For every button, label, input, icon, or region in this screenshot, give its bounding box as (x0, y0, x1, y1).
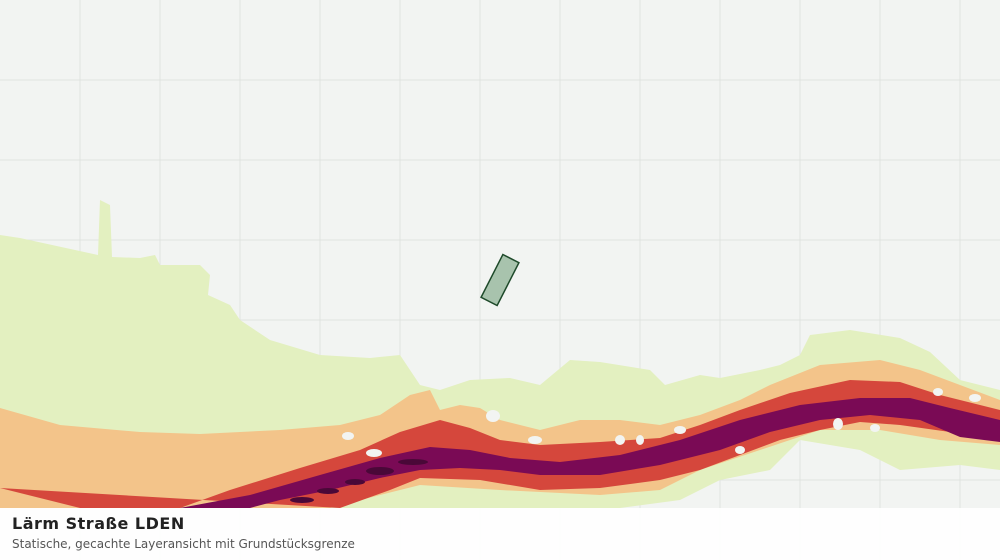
layer-subtitle: Statische, gecachte Layeransicht mit Gru… (12, 537, 355, 551)
noise-zone-medium (0, 360, 1000, 508)
noise-zone-high (0, 380, 1000, 508)
layer-title: Lärm Straße LDEN (12, 514, 185, 533)
caption-bar: Lärm Straße LDEN Statische, gecachte Lay… (0, 508, 1000, 560)
gaps (342, 388, 981, 457)
noise-zone-very-high (180, 398, 1000, 508)
parcel-boundary[interactable] (480, 253, 520, 307)
noise-zone-extreme (290, 459, 428, 503)
